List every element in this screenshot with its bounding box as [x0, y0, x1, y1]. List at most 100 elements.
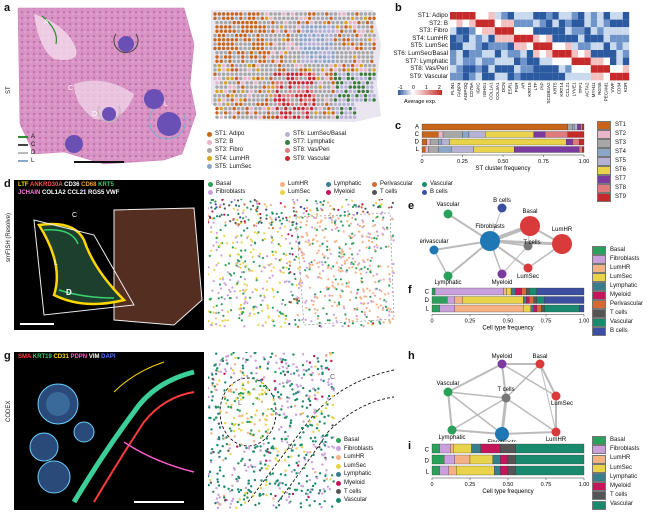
cell-dot [267, 360, 270, 364]
cell-dot [384, 305, 387, 308]
cell-dot [241, 357, 245, 360]
cell-dot [215, 487, 218, 490]
cell-dot [328, 319, 331, 322]
st-spot [232, 81, 236, 85]
st-spot [271, 85, 275, 89]
cell-dot [351, 236, 354, 239]
st-spot [286, 94, 290, 98]
st-spot [316, 12, 320, 16]
cell-dot [212, 490, 215, 493]
cell-dot [313, 408, 316, 411]
st-spot [247, 68, 252, 72]
st-spot [303, 33, 307, 38]
cell-dot [354, 204, 357, 207]
cell-dot [268, 222, 271, 225]
cell-dot [322, 379, 325, 383]
cell-dot [263, 391, 267, 394]
cell-dot [328, 217, 331, 220]
cell-dot [252, 433, 255, 436]
st-spot [325, 63, 329, 68]
st-spot [357, 25, 361, 29]
heatmap-cell [597, 50, 604, 58]
cell-dot [309, 451, 312, 454]
cell-dot [243, 450, 246, 453]
st-spot [223, 29, 228, 33]
st-spot [234, 16, 239, 20]
cell-dot [221, 434, 225, 437]
heatmap-cell [526, 27, 534, 35]
heatmap-cell [456, 50, 463, 58]
legend-dot [336, 472, 341, 478]
st-spot [361, 55, 365, 59]
st-spot [273, 98, 277, 102]
cell-dot [241, 387, 244, 390]
st-spot [243, 42, 247, 46]
cell-dot [299, 384, 302, 387]
cell-dot [256, 445, 259, 448]
legend-swatch [592, 309, 606, 318]
st-spot [234, 38, 239, 42]
st-spot [340, 51, 344, 55]
cell-dot [348, 299, 352, 302]
cell-dot [322, 488, 325, 491]
legend-label: ST5 [615, 158, 627, 165]
legend-dot [326, 181, 331, 187]
bar-segment [574, 123, 578, 131]
st-spot [316, 68, 320, 72]
cell-dot [220, 303, 223, 306]
heatmap-gene-label: AR [520, 82, 525, 89]
heatmap-cell [533, 57, 540, 66]
st-spot [219, 85, 223, 89]
cell-dot [280, 440, 284, 443]
legend-label: ST9 [615, 194, 627, 201]
cell-dot [287, 455, 290, 459]
cell-dot [299, 271, 302, 275]
cell-dot [314, 397, 317, 400]
cell-dot [215, 388, 218, 392]
legend-dot [336, 446, 341, 452]
cell-dot [231, 473, 234, 477]
cell-dot [277, 216, 280, 219]
cell-dot [241, 367, 245, 370]
cell-dot [285, 498, 288, 501]
cell-dot [219, 277, 222, 280]
cell-dot [324, 359, 328, 362]
cell-dot [374, 288, 377, 291]
cell-dot [318, 244, 321, 248]
st-spot [340, 106, 344, 111]
st-spot [290, 94, 295, 98]
cell-dot [217, 405, 220, 409]
cell-dot [225, 242, 228, 245]
cell-dot [288, 322, 291, 326]
cell-dot [215, 497, 219, 500]
cell-dot [314, 312, 317, 315]
st-spot [282, 16, 286, 20]
cell-dot [238, 498, 241, 501]
cell-dot [330, 436, 333, 439]
st-spot [271, 29, 275, 33]
cell-dot [274, 388, 277, 391]
cell-dot [257, 254, 260, 258]
st-spot [329, 38, 333, 42]
st-spot [275, 51, 279, 55]
cell-dot [313, 354, 316, 358]
cell-dot [278, 367, 281, 370]
heatmap-cell [610, 50, 617, 58]
cell-dot [297, 299, 301, 302]
st-spot [226, 94, 230, 98]
cell-dot [238, 444, 242, 447]
bar-segment [515, 443, 585, 454]
cell-dot [375, 230, 379, 233]
colorbar-tick: -1 [398, 85, 403, 91]
cell-dot [212, 280, 215, 283]
legend-item: T cells [592, 491, 639, 501]
cell-dot [240, 429, 243, 432]
st-spot [320, 33, 325, 38]
heatmap-cell [590, 72, 598, 81]
cell-dot [348, 224, 351, 227]
cell-dot [362, 210, 365, 213]
cell-dot [255, 380, 258, 383]
codex-celltype-map [208, 352, 395, 509]
heatmap-gene-label: ADIPOQ [463, 82, 468, 100]
legend-item: ST5 [597, 157, 626, 166]
